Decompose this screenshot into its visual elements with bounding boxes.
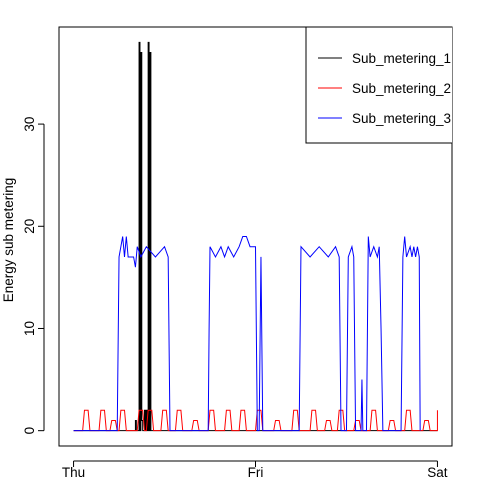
- plot-box: [58, 26, 453, 447]
- legend-box: [305, 27, 452, 144]
- y-tick-label: 0: [22, 427, 37, 435]
- series-line-2: [73, 409, 438, 432]
- series-layer: [73, 41, 438, 432]
- legend: Sub_metering_1 Sub_metering_2 Sub_metering…: [305, 27, 452, 144]
- y-tick-label: 10: [22, 321, 37, 336]
- y-axis-label: Energy sub metering: [1, 178, 16, 303]
- legend-label-3: Sub_metering_3: [352, 111, 451, 126]
- series-line-3: [73, 236, 421, 432]
- legend-label-1: Sub_metering_1: [352, 51, 451, 66]
- x-tick-label: Sat: [427, 465, 448, 480]
- x-tick-label: Fri: [248, 465, 264, 480]
- x-axis: Thu Fri Sat: [62, 460, 448, 480]
- y-axis: 0 10 20 30: [22, 117, 45, 435]
- y-tick-label: 30: [22, 117, 37, 132]
- legend-label-2: Sub_metering_2: [352, 81, 451, 96]
- x-tick-label: Thu: [62, 465, 85, 480]
- legend-box-group: Sub_metering_1 Sub_metering_2 Sub_metering…: [305, 27, 452, 144]
- series-line-1: [73, 41, 438, 432]
- y-tick-label: 20: [22, 219, 37, 234]
